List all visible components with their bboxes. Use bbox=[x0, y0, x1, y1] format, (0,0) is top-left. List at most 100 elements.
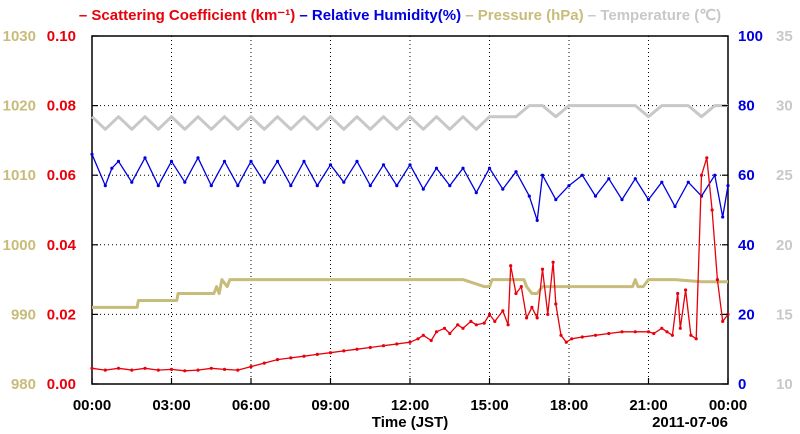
x-tick-label: 00:00 bbox=[73, 397, 111, 414]
series-line-humidity bbox=[91, 154, 729, 222]
data-point-scattering bbox=[209, 366, 213, 370]
data-point-humidity bbox=[289, 184, 293, 188]
data-point-scattering bbox=[535, 316, 539, 320]
legend-item-scattering: – Scattering Coefficient (km⁻¹) bbox=[79, 7, 295, 24]
y-tick-label-humidity: 20 bbox=[738, 306, 755, 323]
data-point-humidity bbox=[262, 180, 266, 184]
data-point-scattering bbox=[530, 305, 534, 309]
data-point-scattering bbox=[196, 368, 200, 372]
data-point-scattering bbox=[676, 291, 680, 296]
data-point-humidity bbox=[302, 159, 306, 163]
data-point-humidity bbox=[275, 159, 280, 163]
series-line-temperature bbox=[90, 104, 728, 131]
data-point-scattering bbox=[551, 260, 555, 264]
data-point-scattering bbox=[715, 278, 720, 282]
data-point-scattering bbox=[580, 335, 584, 339]
data-point-scattering bbox=[593, 333, 598, 337]
data-point-scattering bbox=[315, 352, 319, 356]
data-point-humidity bbox=[249, 159, 253, 163]
data-point-humidity bbox=[474, 191, 478, 195]
data-point-scattering bbox=[665, 330, 669, 334]
y-tick-label-scattering: 0.06 bbox=[47, 167, 76, 184]
legend-item-humidity: – Relative Humidity(%) bbox=[295, 7, 461, 24]
data-point-scattering bbox=[506, 323, 510, 327]
data-point-scattering bbox=[525, 316, 529, 320]
x-tick-label: 18:00 bbox=[550, 397, 588, 414]
y-tick-label-humidity: 0 bbox=[738, 376, 746, 393]
data-point-scattering bbox=[620, 330, 624, 334]
data-point-humidity bbox=[209, 184, 213, 188]
series-temperature bbox=[90, 104, 728, 131]
data-point-scattering bbox=[501, 309, 505, 313]
data-point-scattering bbox=[514, 291, 518, 296]
data-point-humidity bbox=[540, 173, 545, 177]
data-point-scattering bbox=[493, 319, 497, 323]
data-point-humidity bbox=[713, 173, 717, 177]
y-axis-scattering: 0.00 0.02 0.04 0.06 0.08 0.10 bbox=[47, 28, 77, 393]
data-point-humidity bbox=[328, 163, 333, 167]
plot-area bbox=[91, 35, 729, 385]
data-point-scattering bbox=[564, 340, 568, 344]
y-tick-label-scattering: 0.04 bbox=[47, 237, 77, 254]
data-point-scattering bbox=[328, 351, 333, 355]
data-point-scattering bbox=[456, 323, 460, 327]
data-point-humidity bbox=[169, 159, 174, 163]
data-point-scattering bbox=[699, 173, 704, 177]
data-point-humidity bbox=[130, 180, 134, 184]
data-point-humidity bbox=[342, 180, 346, 184]
data-point-humidity bbox=[196, 156, 200, 160]
data-point-scattering bbox=[289, 356, 293, 360]
y-tick-label-temperature: 35 bbox=[776, 28, 793, 45]
data-point-scattering bbox=[652, 331, 656, 336]
data-point-scattering bbox=[684, 288, 688, 292]
y-tick-label-temperature: 30 bbox=[776, 98, 793, 115]
data-point-scattering bbox=[469, 319, 473, 323]
data-point-scattering bbox=[130, 368, 134, 372]
x-tick-label: 12:00 bbox=[391, 397, 429, 414]
data-point-scattering bbox=[236, 368, 240, 372]
data-point-scattering bbox=[546, 312, 550, 316]
y-tick-label-humidity: 100 bbox=[738, 28, 763, 45]
data-point-scattering bbox=[442, 326, 447, 330]
data-point-scattering bbox=[355, 347, 359, 351]
series-pressure bbox=[92, 278, 728, 309]
data-point-humidity bbox=[633, 177, 637, 181]
data-point-scattering bbox=[670, 333, 675, 337]
data-point-scattering bbox=[342, 349, 346, 353]
data-point-humidity bbox=[660, 180, 664, 184]
data-point-humidity bbox=[607, 177, 611, 181]
data-point-scattering bbox=[660, 326, 664, 330]
data-point-humidity bbox=[527, 194, 531, 198]
data-point-humidity bbox=[501, 187, 505, 191]
data-point-scattering bbox=[90, 366, 94, 370]
data-point-humidity bbox=[646, 198, 651, 202]
chart-legend: – Scattering Coefficient (km⁻¹) – Relati… bbox=[79, 7, 721, 24]
y-tick-label-temperature: 20 bbox=[776, 237, 793, 254]
x-tick-label: 06:00 bbox=[232, 397, 270, 414]
y-tick-label-temperature: 25 bbox=[776, 167, 793, 184]
data-point-scattering bbox=[461, 326, 465, 330]
data-point-humidity bbox=[110, 166, 114, 170]
data-point-scattering bbox=[429, 338, 433, 343]
data-point-scattering bbox=[540, 267, 545, 271]
y-axis-pressure: 980 990 1000 1010 1020 1030 bbox=[3, 28, 36, 393]
data-point-humidity bbox=[567, 184, 571, 188]
series-layer bbox=[90, 104, 730, 373]
data-point-humidity bbox=[368, 184, 372, 188]
data-point-humidity bbox=[408, 163, 412, 167]
data-point-scattering bbox=[607, 331, 611, 336]
data-point-scattering bbox=[705, 156, 709, 160]
data-point-scattering bbox=[103, 368, 107, 372]
data-point-scattering bbox=[302, 354, 306, 358]
y-tick-label-scattering: 0.02 bbox=[47, 306, 76, 323]
data-point-humidity bbox=[395, 184, 399, 188]
y-tick-label-temperature: 15 bbox=[776, 306, 793, 323]
x-tick-label: 09:00 bbox=[311, 397, 349, 414]
data-point-humidity bbox=[421, 187, 425, 191]
data-point-humidity bbox=[222, 159, 227, 163]
data-point-scattering bbox=[570, 337, 574, 341]
x-tick-label: 00:00 bbox=[709, 397, 747, 414]
data-point-scattering bbox=[395, 342, 399, 346]
data-point-scattering bbox=[421, 333, 425, 337]
